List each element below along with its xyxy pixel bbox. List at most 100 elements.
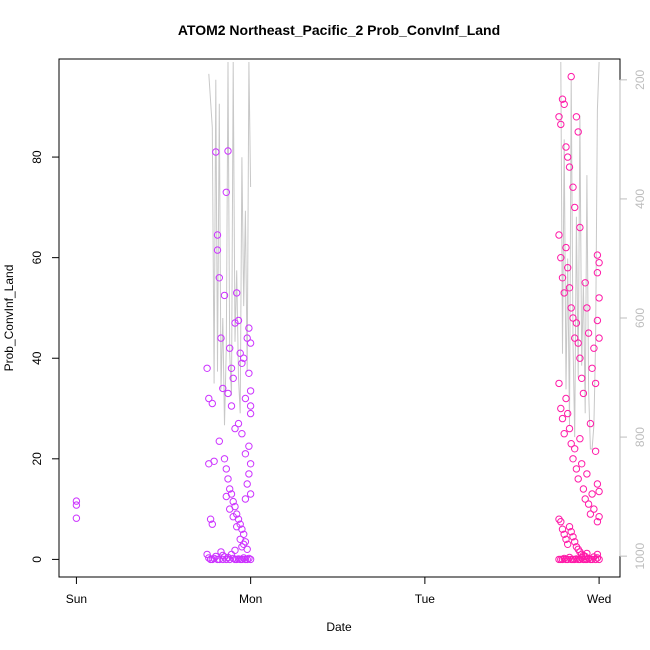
data-point — [578, 460, 586, 468]
data-point — [574, 128, 582, 136]
data-point — [595, 513, 603, 521]
data-point — [219, 384, 227, 393]
data-point — [593, 269, 602, 277]
plot-frame — [58, 58, 621, 578]
data-point — [569, 533, 577, 541]
data-point — [233, 289, 241, 297]
y-tick-label: 80 — [30, 150, 44, 164]
data-point — [229, 374, 237, 382]
data-point — [588, 364, 596, 372]
data-point — [246, 339, 255, 347]
data-point — [558, 525, 567, 533]
x-tick-label: Sun — [66, 592, 87, 606]
data-point — [571, 334, 579, 342]
data-point — [562, 143, 570, 151]
data-point — [245, 369, 253, 377]
data-point — [231, 546, 239, 554]
data-point — [205, 554, 213, 562]
data-point — [241, 495, 250, 503]
data-point — [555, 379, 563, 388]
data-point — [240, 554, 248, 562]
y-tick-label: 40 — [30, 351, 44, 365]
data-point — [576, 435, 584, 443]
data-point — [243, 555, 251, 564]
data-point — [72, 501, 81, 509]
data-point — [222, 555, 231, 564]
y2-axis: 200 400 600 800 1000 — [619, 70, 647, 570]
data-point — [574, 475, 582, 483]
data-point — [571, 445, 579, 453]
data-point — [557, 254, 565, 262]
data-point — [246, 402, 255, 410]
data-point — [224, 475, 232, 483]
data-point — [578, 554, 586, 562]
y-axis-label: Prob_ConvInf_Land — [2, 265, 16, 372]
y-tick-label: 60 — [30, 251, 44, 265]
data-point — [206, 515, 215, 523]
data-point — [579, 485, 588, 493]
data-point — [210, 554, 218, 563]
data-point — [557, 404, 565, 413]
data-point — [203, 364, 211, 372]
data-point — [595, 294, 603, 302]
data-point — [593, 251, 602, 259]
y2-tick-label: 1000 — [633, 542, 647, 569]
data-point — [246, 490, 255, 498]
data-point — [558, 414, 567, 423]
data-point — [593, 480, 602, 488]
x-tick-label: Wed — [587, 592, 611, 606]
data-point — [245, 470, 253, 478]
data-point — [246, 460, 255, 468]
data-point — [593, 554, 602, 562]
data-point — [238, 430, 246, 438]
data-point — [590, 505, 598, 513]
data-point — [583, 304, 591, 312]
data-point — [558, 274, 567, 282]
x-axis: Sun Mon Tue Wed — [66, 576, 611, 606]
data-point — [234, 316, 243, 325]
data-point — [565, 424, 574, 433]
data-point — [578, 550, 586, 559]
data-point — [562, 535, 570, 543]
data-point — [246, 387, 255, 395]
data-point — [584, 554, 593, 563]
data-point — [583, 555, 591, 564]
data-point — [595, 487, 603, 496]
data-point — [208, 520, 217, 528]
data-point — [215, 437, 224, 445]
data-point — [574, 339, 582, 347]
data-point — [593, 550, 602, 559]
data-point — [569, 455, 577, 463]
data-point — [229, 513, 237, 521]
data-point — [560, 530, 568, 538]
data-point — [557, 518, 565, 526]
data-point — [595, 259, 603, 267]
data-point — [569, 314, 577, 322]
data-point — [562, 243, 570, 252]
points-layer — [72, 72, 603, 564]
altitude-line-segment — [560, 61, 600, 450]
data-point — [220, 455, 229, 463]
data-point — [227, 402, 236, 410]
data-point — [595, 334, 603, 342]
data-point — [571, 538, 579, 546]
data-point — [245, 442, 253, 450]
data-point — [555, 113, 563, 121]
data-point — [245, 554, 253, 563]
y2-tick-label: 200 — [633, 70, 647, 90]
data-point — [564, 264, 572, 272]
data-point — [227, 364, 236, 372]
data-point — [565, 553, 574, 562]
data-point — [560, 100, 568, 109]
y2-tick-label: 800 — [633, 427, 647, 447]
altitude-line-layer — [208, 61, 600, 450]
data-point — [565, 523, 574, 531]
data-point — [586, 510, 595, 518]
x-tick-label: Mon — [239, 592, 262, 606]
data-point — [564, 153, 572, 161]
data-point — [226, 505, 234, 513]
data-point — [238, 555, 246, 564]
altitude-line-segment — [208, 61, 252, 426]
data-point — [571, 203, 579, 212]
